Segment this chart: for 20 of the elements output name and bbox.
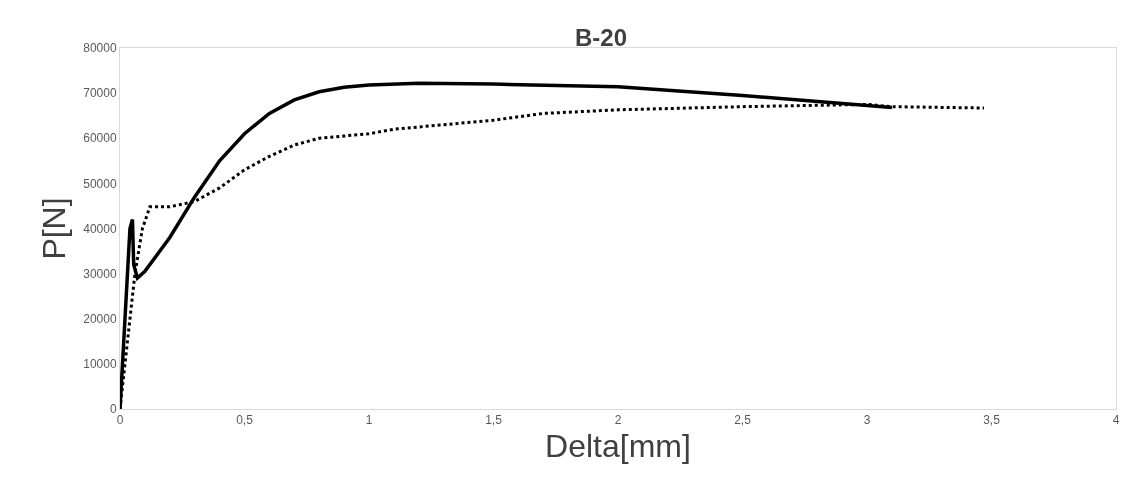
- y-tick-label: 30000: [83, 266, 117, 281]
- x-tick-label: 2: [614, 413, 622, 428]
- y-axis-title: P[N]: [35, 197, 72, 260]
- y-tick-label: 0: [109, 402, 117, 417]
- y-tick-label: 70000: [83, 86, 117, 101]
- y-tick-label: 20000: [83, 311, 117, 326]
- x-tick-label: 1: [365, 413, 373, 428]
- x-tick-label: 1,5: [485, 413, 503, 428]
- x-tick-label: 3,5: [983, 413, 1001, 428]
- x-tick-label: 0,5: [236, 413, 254, 428]
- x-tick-label: 3: [863, 413, 871, 428]
- y-tick-label: 50000: [83, 176, 117, 191]
- x-tick-label: 4: [1112, 413, 1120, 428]
- y-tick-label: 40000: [83, 221, 117, 236]
- y-tick-label: 80000: [83, 41, 117, 56]
- y-tick-label: 10000: [83, 357, 117, 372]
- x-axis-title: Delta[mm]: [545, 428, 691, 465]
- y-tick-label: 60000: [83, 131, 117, 146]
- chart-title: B-20: [575, 23, 628, 51]
- x-tick-label: 2,5: [734, 413, 752, 428]
